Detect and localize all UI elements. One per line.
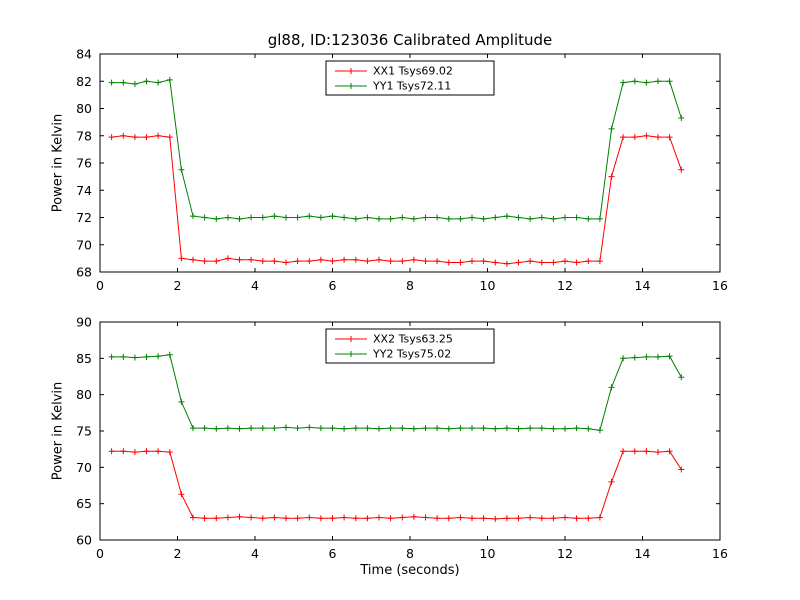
legend: XX2 Tsys63.25 YY2 Tsys75.02	[325, 328, 495, 364]
x-axis-tick-label: 2	[174, 278, 182, 293]
y-axis-tick-label: 60	[76, 533, 92, 548]
series-line-1	[111, 79, 682, 220]
legend-entry-label: YY1 Tsys72.11	[372, 80, 451, 93]
x-axis-tick-label: 12	[557, 546, 573, 561]
legend-sample-marker	[348, 68, 354, 74]
y-axis-tick-label: 82	[76, 74, 92, 89]
legend-entry-label: XX2 Tsys63.25	[373, 333, 453, 346]
series-markers-1	[108, 76, 685, 222]
x-axis-tick-label: 4	[251, 278, 259, 293]
y-axis-tick-label: 72	[76, 210, 92, 225]
legend-sample-marker	[348, 351, 354, 357]
chart-title: gl88, ID:123036 Calibrated Amplitude	[267, 31, 553, 49]
y-axis-tick-label: 84	[76, 47, 92, 62]
y-axis-tick-label: 68	[76, 265, 92, 280]
bottom-y-axis-label: Power in Kelvin	[50, 381, 66, 481]
x-axis-label: Time (seconds)	[360, 563, 460, 578]
series-markers-0	[108, 132, 685, 267]
x-axis-tick-label: 0	[96, 278, 104, 293]
y-axis-tick-label: 78	[76, 128, 92, 143]
y-axis-tick-label: 70	[76, 460, 92, 475]
x-axis-tick-label: 12	[557, 278, 573, 293]
series-line-0	[111, 450, 682, 520]
series-line-0	[111, 135, 682, 265]
x-axis-tick-label: 14	[635, 278, 651, 293]
series-line-1	[111, 354, 682, 431]
legend-box	[325, 328, 495, 364]
x-axis-tick-label: 6	[329, 278, 337, 293]
legend-entry-label: YY2 Tsys75.02	[372, 348, 451, 361]
y-axis-tick-label: 76	[76, 156, 92, 171]
legend-entry-label: XX1 Tsys69.02	[373, 65, 453, 78]
series-markers-0	[108, 448, 685, 522]
y-axis-tick-label: 70	[76, 237, 92, 252]
x-axis-tick-label: 16	[712, 546, 728, 561]
x-axis-tick-label: 10	[480, 546, 496, 561]
y-axis-tick-label: 74	[76, 183, 92, 198]
legend-sample-marker	[348, 336, 354, 342]
y-axis-tick-label: 85	[76, 351, 92, 366]
bottom-chart: 0 2 4 6 8 10 12 14 16 60 65 70 75 80 85 90 XX2 Tsys63.25…	[76, 315, 728, 562]
y-axis-tick-label: 90	[76, 315, 92, 330]
legend-box	[325, 60, 495, 96]
legend-sample-marker	[348, 83, 354, 89]
legend: XX1 Tsys69.02 YY1 Tsys72.11	[325, 60, 495, 96]
x-axis-tick-label: 2	[174, 546, 182, 561]
x-axis-tick-label: 8	[406, 546, 414, 561]
x-axis-tick-label: 4	[251, 546, 259, 561]
x-axis-tick-label: 0	[96, 546, 104, 561]
x-axis-tick-label: 16	[712, 278, 728, 293]
x-axis-tick-label: 8	[406, 278, 414, 293]
series-markers-1	[108, 351, 685, 434]
x-axis-tick-label: 14	[635, 546, 651, 561]
y-axis-tick-label: 65	[76, 496, 92, 511]
y-axis-tick-label: 80	[76, 101, 92, 116]
y-axis-tick-label: 80	[76, 387, 92, 402]
top-y-axis-label: Power in Kelvin	[50, 113, 66, 213]
x-axis-tick-label: 10	[480, 278, 496, 293]
y-axis-tick-label: 75	[76, 424, 92, 439]
x-axis-tick-label: 6	[329, 546, 337, 561]
